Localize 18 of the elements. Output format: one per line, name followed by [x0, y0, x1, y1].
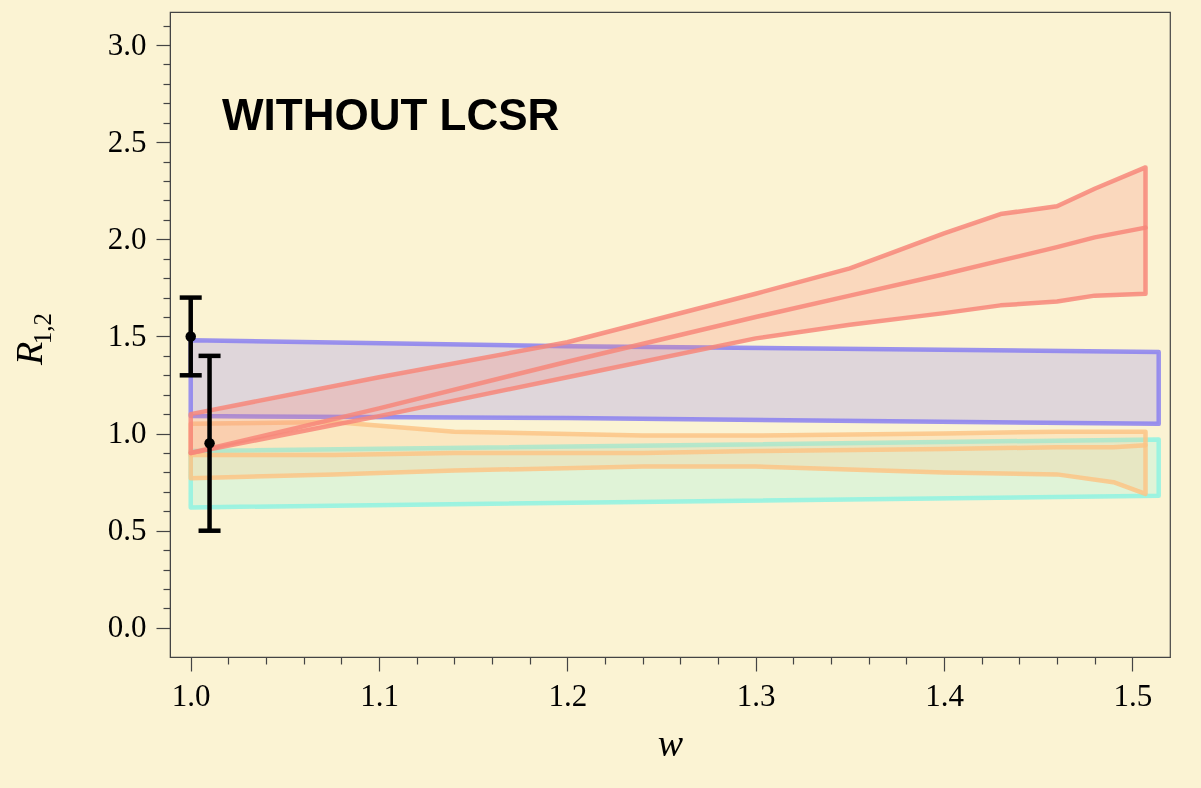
y-tick-label: 0.5 [107, 512, 147, 548]
y-tick-label: 2.0 [107, 220, 147, 256]
line-series [188, 442, 1148, 458]
x-tick-label: 1.2 [548, 677, 588, 713]
annotation: WITHOUT LCSR [222, 90, 560, 139]
y-tick-label: 1.5 [107, 317, 147, 353]
y-tick-label: 2.5 [107, 123, 147, 159]
x-tick-label: 1.5 [1113, 677, 1153, 713]
y-tick-label: 3.0 [107, 26, 147, 62]
x-tick-label: 1.1 [360, 677, 399, 713]
y-tick-label: 1.0 [107, 415, 147, 451]
y-tick-label: 0.0 [107, 609, 147, 645]
x-axis-title: w [657, 721, 684, 764]
x-tick-label: 1.3 [736, 677, 776, 713]
x-tick-label: 1.0 [171, 677, 211, 713]
line-series [188, 225, 1148, 456]
y-axis-title: R1,2 [8, 312, 56, 367]
x-tick-label: 1.4 [925, 677, 965, 713]
